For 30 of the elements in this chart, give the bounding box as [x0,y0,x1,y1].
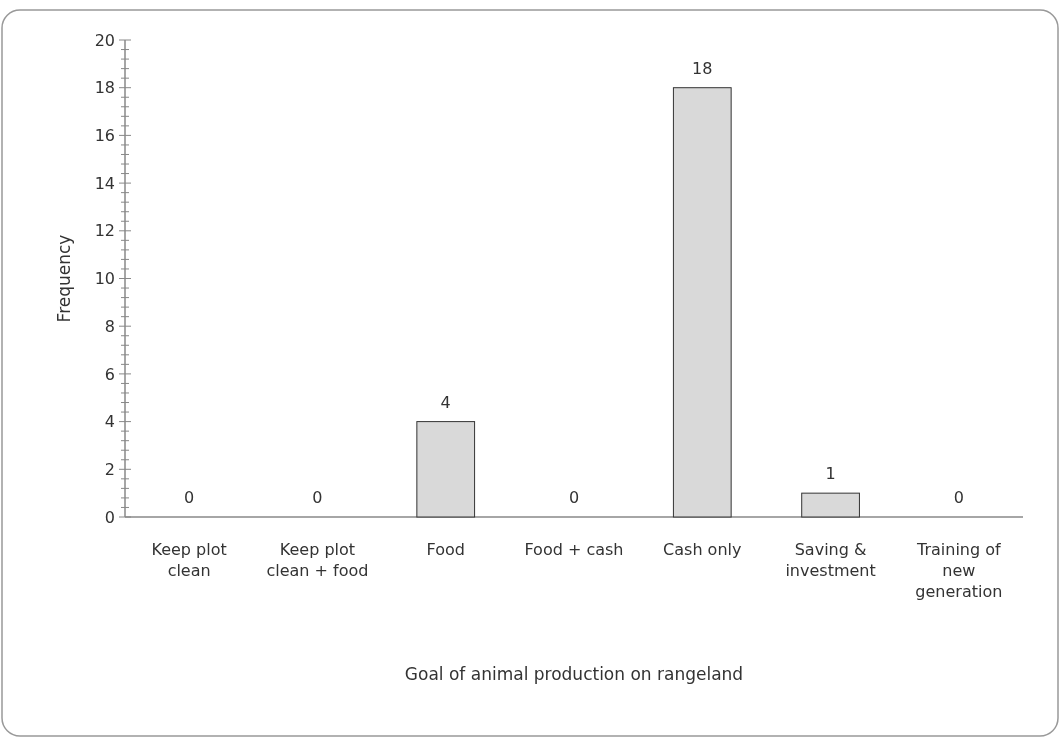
x-tick-label: Saving & investment [785,540,876,580]
y-tick-label: 6 [104,364,115,384]
y-tick-label: 2 [104,459,115,479]
data-label: 0 [568,488,580,507]
y-tick-label: 8 [104,316,115,336]
y-tick-label: 14 [94,173,115,193]
x-tick-label: Cash only [663,540,742,559]
data-label: 0 [953,488,964,507]
data-label: 1 [825,464,836,484]
x-axis-title: Goal of animal production on rangeland [404,664,744,684]
data-label: 4 [440,392,451,412]
y-tick-label: 18 [94,78,115,98]
y-tick-label: 20 [94,30,115,50]
data-label: 18 [692,58,713,78]
x-tick-label: Training of new generation [915,540,1003,601]
x-tick-label: Food + cash [524,540,624,559]
data-label: 0 [312,488,323,507]
y-tick-label: 16 [94,126,115,145]
y-tick-label: 0 [104,507,115,527]
bar [672,87,732,518]
x-tick-label: Keep plot clean [151,540,227,580]
x-tick-label: Food [426,540,465,559]
y-tick-label: 12 [94,221,115,241]
bar [801,492,860,518]
x-tick-label: Keep plot clean + food [266,540,369,580]
y-tick-label: 10 [94,269,115,289]
y-tick-label: 4 [104,412,115,432]
data-label: 0 [184,488,195,507]
y-axis-title: Frequency [54,234,74,323]
bar [416,421,476,518]
